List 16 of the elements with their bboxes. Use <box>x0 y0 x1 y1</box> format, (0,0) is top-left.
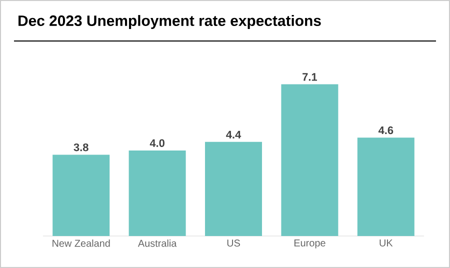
bar <box>357 138 414 236</box>
data-label: 7.1 <box>302 73 318 81</box>
x-tick-label: Australia <box>138 240 177 247</box>
data-label: 4.0 <box>150 139 164 147</box>
bar <box>205 142 262 236</box>
chart-title: Dec 2023 Unemployment rate expectations <box>18 15 321 29</box>
x-tick-label: UK <box>380 240 393 246</box>
bar <box>281 84 338 236</box>
bar <box>52 154 110 236</box>
bar <box>128 150 186 236</box>
data-label: 4.6 <box>378 126 394 134</box>
data-label: 4.4 <box>226 130 242 138</box>
x-tick-label: New Zealand <box>52 240 110 247</box>
data-label: 3.8 <box>74 143 88 152</box>
x-tick-label: US <box>227 240 240 247</box>
x-tick-label: Europe <box>294 240 326 248</box>
